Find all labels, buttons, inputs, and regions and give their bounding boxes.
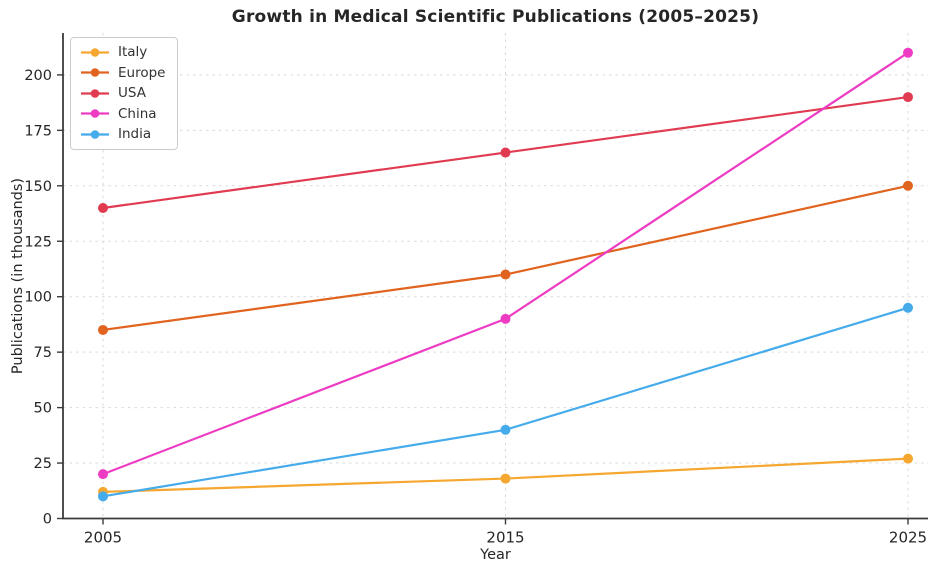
- data-point-usa-2025: [903, 92, 913, 103]
- data-point-europe-2025: [903, 180, 913, 191]
- y-tick-label: 150: [24, 179, 52, 195]
- legend-item-usa: USA: [80, 86, 165, 100]
- legend-marker-icon: [81, 68, 109, 77]
- legend: Italy Europe USA China India: [70, 37, 179, 150]
- data-point-europe-2015: [500, 269, 511, 280]
- y-tick-label: 125: [24, 234, 52, 250]
- chart-title: Growth in Medical Scientific Publication…: [231, 7, 760, 27]
- data-point-china-2015: [500, 313, 511, 324]
- legend-item-europe: Europe: [80, 66, 165, 80]
- data-point-europe-2005: [98, 324, 108, 335]
- series-line-india: [101, 306, 910, 498]
- x-tick-label: 2005: [84, 529, 122, 547]
- legend-label: India: [118, 126, 152, 142]
- x-axis-label: Year: [480, 547, 511, 563]
- x-tick-label: 2025: [889, 529, 927, 547]
- legend-label: China: [118, 105, 157, 122]
- data-point-italy-2015: [500, 473, 511, 484]
- data-point-usa-2005: [98, 202, 108, 213]
- y-tick-label: 75: [34, 345, 52, 361]
- y-tick-label: 175: [24, 123, 52, 139]
- data-point-india-2015: [500, 424, 511, 435]
- y-tick-label: 50: [34, 401, 52, 417]
- y-tick-label: 100: [24, 290, 52, 306]
- legend-item-china: China: [80, 107, 165, 121]
- legend-marker-icon: [81, 109, 109, 118]
- legend-label: Italy: [118, 44, 148, 60]
- legend-label: USA: [118, 85, 146, 101]
- data-point-china-2005: [98, 469, 108, 480]
- y-tick-label: 25: [34, 456, 52, 472]
- legend-marker-icon: [81, 129, 109, 139]
- legend-item-india: India: [80, 127, 165, 141]
- data-point-usa-2015: [500, 147, 511, 158]
- data-point-india-2025: [903, 302, 913, 313]
- legend-marker-icon: [81, 47, 109, 57]
- y-tick-label: 200: [24, 68, 52, 84]
- legend-marker-icon: [81, 88, 109, 98]
- data-point-china-2025: [903, 47, 913, 58]
- data-point-italy-2025: [903, 453, 913, 464]
- x-tick-label: 2015: [486, 529, 524, 547]
- data-point-india-2005: [98, 491, 108, 502]
- y-axis-label: Publications (in thousands): [10, 177, 26, 375]
- y-tick-label: 0: [43, 512, 52, 528]
- legend-label: Europe: [118, 64, 166, 81]
- legend-item-italy: Italy: [80, 45, 165, 59]
